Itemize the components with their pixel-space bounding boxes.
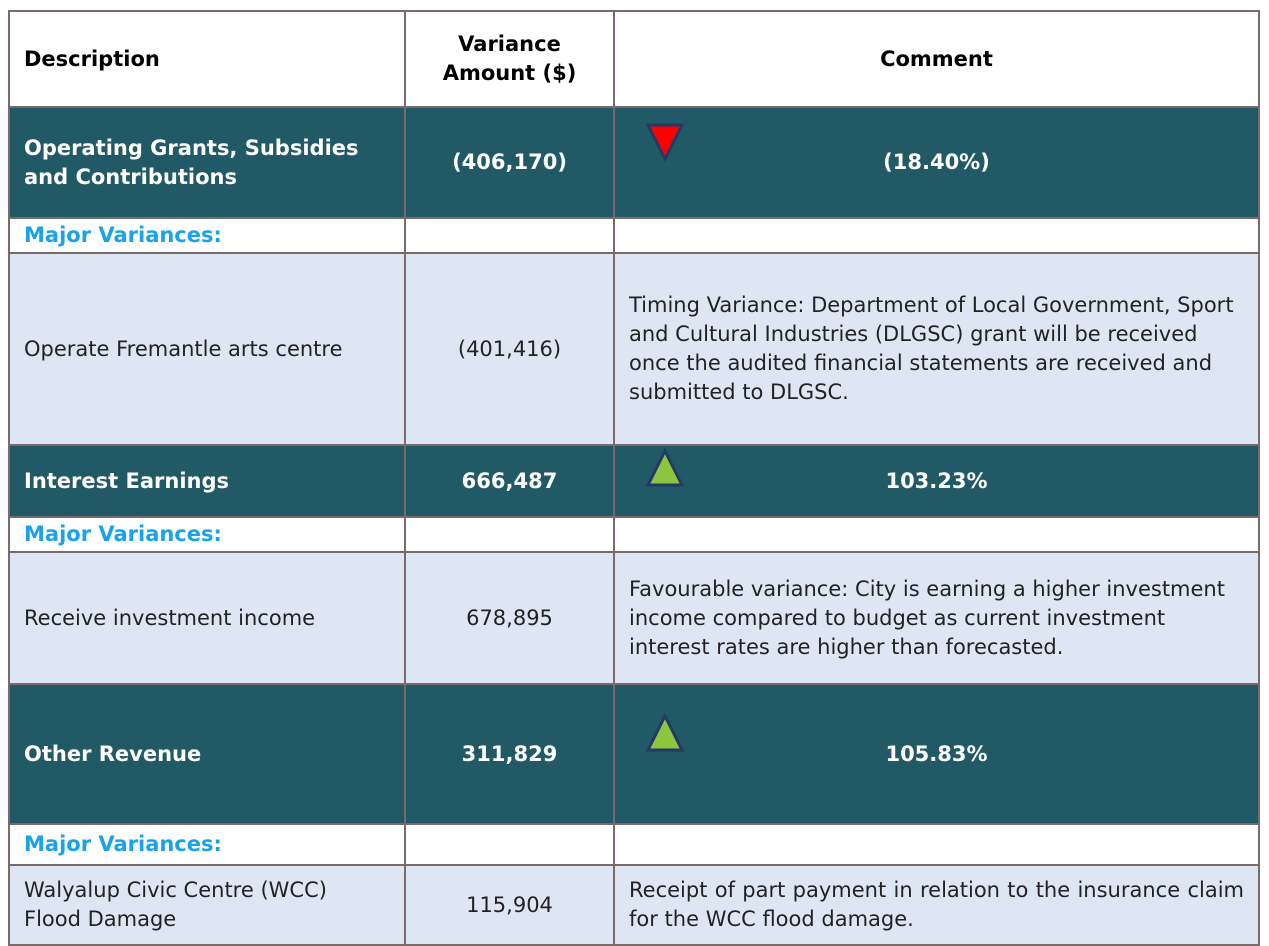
up-arrow-icon — [645, 448, 685, 487]
cell: (18.40%) — [613, 106, 1260, 219]
header-cell: Comment — [613, 10, 1260, 108]
cell-text: 103.23% — [885, 468, 988, 493]
cell: Other Revenue — [8, 683, 406, 825]
cell: Receipt of part payment in relation to t… — [613, 864, 1260, 946]
header-row: Description Variance Amount ($) Comment — [8, 10, 1260, 108]
cell: Receive investment income — [8, 551, 406, 685]
cell: (401,416) — [404, 252, 615, 446]
variance-table: Description Variance Amount ($) Comment … — [8, 10, 1260, 946]
header-cell: Variance Amount ($) — [404, 10, 615, 108]
cell: 103.23% — [613, 444, 1260, 518]
subheading-row: Major Variances: — [8, 217, 1260, 254]
down-arrow-icon — [645, 123, 685, 162]
cell: (406,170) — [404, 106, 615, 219]
cell: 678,895 — [404, 551, 615, 685]
cell-text: (18.40%) — [883, 150, 990, 174]
cell-text: 105.83% — [885, 741, 988, 766]
cell: Operate Fremantle arts centre — [8, 252, 406, 446]
cell: Timing Variance: Department of Local Gov… — [613, 252, 1260, 446]
cell: 115,904 — [404, 864, 615, 946]
up-arrow-icon — [645, 713, 685, 752]
cell: Major Variances: — [8, 823, 406, 866]
cell: Walyalup Civic Centre (WCC) Flood Damage — [8, 864, 406, 946]
cell: Major Variances: — [8, 217, 406, 254]
subheading-row: Major Variances: — [8, 823, 1260, 866]
summary-row: Interest Earnings 666,487 103.23% — [8, 444, 1260, 518]
detail-row: Receive investment income 678,895 Favour… — [8, 551, 1260, 685]
cell: Operating Grants, Subsidies and Contribu… — [8, 106, 406, 219]
cell: Interest Earnings — [8, 444, 406, 518]
variance-table-wrap: Description Variance Amount ($) Comment … — [8, 10, 1260, 946]
summary-row: Operating Grants, Subsidies and Contribu… — [8, 106, 1260, 219]
cell: 311,829 — [404, 683, 615, 825]
cell: Favourable variance: City is earning a h… — [613, 551, 1260, 685]
detail-row: Operate Fremantle arts centre (401,416) … — [8, 252, 1260, 446]
cell: 666,487 — [404, 444, 615, 518]
cell: Major Variances: — [8, 516, 406, 553]
header-cell: Description — [8, 10, 406, 108]
summary-row: Other Revenue 311,829 105.83% — [8, 683, 1260, 825]
subheading-row: Major Variances: — [8, 516, 1260, 553]
cell: 105.83% — [613, 683, 1260, 825]
detail-row: Walyalup Civic Centre (WCC) Flood Damage… — [8, 864, 1260, 946]
